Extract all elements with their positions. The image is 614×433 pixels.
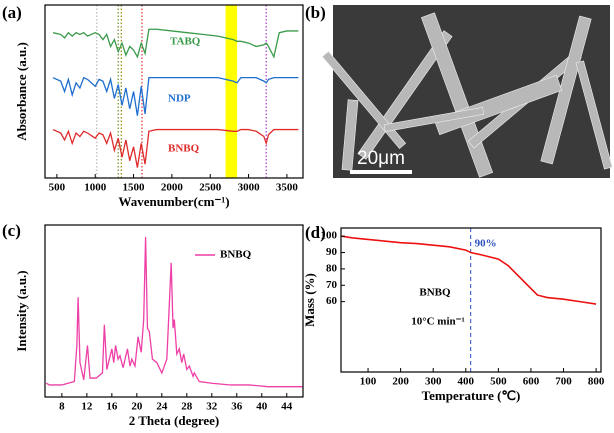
x-tick-label: 1500 [123, 182, 146, 194]
x-tick-label: 24 [156, 401, 168, 413]
x-tick-label: 28 [181, 401, 193, 413]
series-label: TABQ [170, 36, 201, 48]
panel-label: (d) [305, 223, 326, 242]
x-tick-label: 12 [81, 401, 93, 413]
x-tick-label: 2000 [161, 182, 184, 194]
x-tick-label: 36 [231, 401, 243, 413]
highlight-band [225, 5, 238, 178]
y-tick-label: 100 [321, 230, 338, 242]
x-tick-label: 700 [555, 376, 572, 388]
sem-rods [321, 12, 613, 178]
annotation: 10°C min⁻¹ [411, 316, 465, 328]
x-tick-label: 1000 [84, 182, 107, 194]
x-tick-label: 400 [458, 376, 475, 388]
sem-image: 20μm [321, 5, 613, 178]
panel-label: (b) [305, 3, 326, 22]
annotation: BNBQ [419, 287, 451, 299]
rod [433, 74, 563, 136]
series-line [52, 28, 299, 59]
x-tick-label: 44 [281, 401, 293, 413]
x-tick-label: 300 [425, 376, 442, 388]
x-tick-label: 500 [49, 182, 66, 194]
legend-label: BNBQ [220, 249, 252, 261]
rod [341, 99, 359, 171]
series-line [45, 237, 303, 388]
x-tick-label: 40 [256, 401, 268, 413]
y-axis-title: Absorbance (a.u.) [14, 42, 29, 141]
y-tick-label: 70 [326, 279, 338, 291]
x-tick-label: 500 [490, 376, 507, 388]
plot-frame [340, 227, 602, 373]
rod [383, 107, 485, 132]
reference-label: 90% [475, 238, 497, 250]
x-tick-label: 16 [106, 401, 118, 413]
plot-frame [44, 4, 304, 179]
x-tick-label: 200 [392, 376, 409, 388]
y-tick-label: 90 [326, 246, 338, 258]
x-axis-title: Wavenumber(cm⁻¹) [118, 194, 229, 209]
series-label: NDP [168, 93, 191, 105]
series-line [341, 235, 597, 305]
y-axis-title: Intensity (a.u.) [14, 270, 29, 351]
x-tick-label: 600 [523, 376, 540, 388]
x-axis-title: 2 Theta (degree) [129, 413, 220, 428]
x-tick-label: 8 [59, 401, 65, 413]
panel-label: (c) [2, 221, 21, 240]
series-line [52, 128, 299, 168]
x-tick-label: 32 [206, 401, 218, 413]
scale-bar-label: 20μm [357, 148, 405, 169]
y-tick-label: 80 [326, 262, 338, 274]
x-tick-label: 100 [360, 376, 377, 388]
x-axis-title: Temperature (℃) [422, 388, 521, 403]
x-tick-label: 3500 [276, 182, 299, 194]
rod [575, 60, 613, 170]
x-tick-label: 3000 [238, 182, 261, 194]
x-tick-label: 20 [131, 401, 143, 413]
series-label: BNBQ [168, 143, 200, 155]
panel-label: (a) [2, 3, 22, 22]
plot-frame [44, 224, 304, 398]
series-line [52, 76, 299, 116]
y-axis-title: Mass (%) [302, 273, 317, 327]
x-tick-label: 800 [588, 376, 605, 388]
rod [321, 51, 407, 149]
y-tick-label: 60 [326, 295, 338, 307]
x-tick-label: 2500 [199, 182, 222, 194]
